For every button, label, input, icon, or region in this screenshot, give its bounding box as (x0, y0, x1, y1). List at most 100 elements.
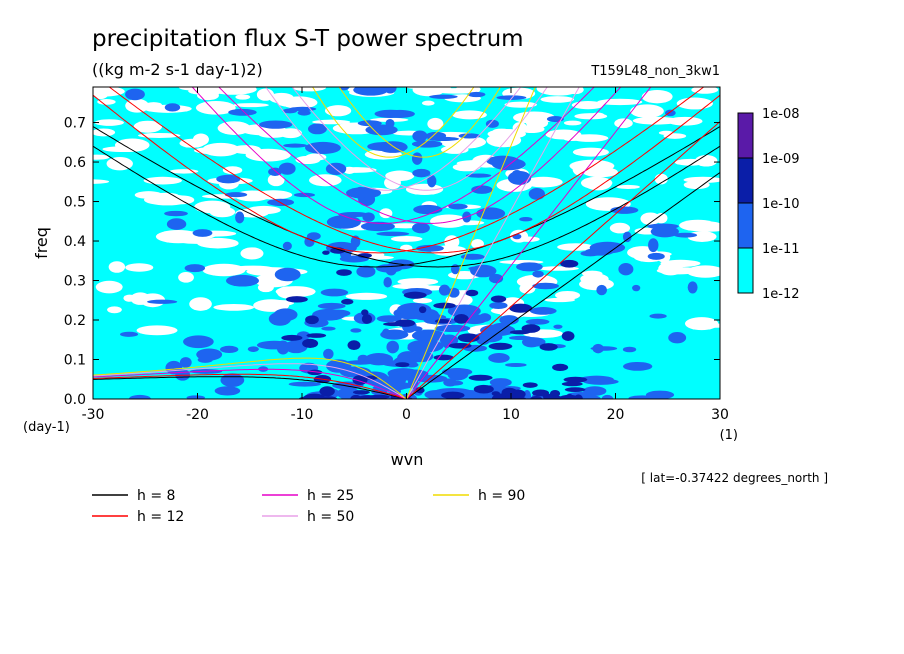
gravity-wave-curve (338, 87, 502, 158)
low-power-region (108, 261, 126, 273)
low-power-region (392, 283, 431, 290)
x-tick-label: -20 (186, 407, 209, 423)
gravity-wave-curve (93, 126, 720, 268)
high-power-region (457, 333, 480, 343)
high-power-region (510, 389, 526, 399)
low-power-region (544, 297, 576, 303)
rossby-wave-curve (93, 368, 407, 399)
mid-power-region (360, 221, 395, 232)
low-power-region (279, 128, 302, 139)
high-power-region (490, 295, 507, 303)
mid-power-region (529, 307, 557, 315)
mid-power-region (186, 395, 205, 399)
low-power-region (350, 167, 366, 172)
mid-power-region (471, 185, 493, 194)
low-power-region (614, 118, 633, 129)
high-power-region (418, 306, 427, 314)
high-power-region (473, 384, 494, 394)
mid-power-region (411, 140, 443, 148)
mid-power-region (532, 270, 544, 278)
mid-power-region (443, 378, 458, 387)
mid-power-region (164, 210, 188, 217)
colorbar-segment (737, 247, 754, 294)
low-power-region (584, 178, 612, 191)
low-power-region (152, 192, 180, 201)
legend-label: h = 25 (307, 488, 354, 504)
kelvin-wave-curve (406, 87, 652, 399)
mid-power-region (283, 143, 308, 148)
low-power-region (264, 299, 295, 306)
mid-power-region (376, 264, 403, 273)
high-power-region (465, 289, 479, 297)
mid-power-region (196, 348, 223, 361)
legend-label: h = 8 (137, 488, 175, 504)
mid-power-region (321, 326, 336, 331)
high-power-region (285, 296, 308, 303)
high-power-region (347, 340, 361, 351)
low-power-region (195, 101, 236, 115)
y-tick-label: 0.4 (64, 234, 86, 250)
low-power-region (540, 96, 575, 103)
mid-power-region (308, 123, 327, 135)
mid-power-region (166, 218, 187, 230)
mid-power-region (519, 216, 533, 222)
low-power-region (281, 96, 318, 109)
low-power-region (209, 206, 236, 218)
mid-power-region (427, 174, 437, 188)
mid-power-region (365, 124, 398, 136)
mid-power-region (478, 313, 492, 322)
mid-power-region (596, 284, 607, 296)
mid-power-region (367, 142, 402, 152)
low-power-region (632, 116, 680, 125)
high-power-region (560, 259, 579, 268)
colorbar-label: 1e-11 (762, 242, 800, 257)
mid-power-region (489, 301, 508, 309)
high-power-region (361, 314, 373, 324)
mid-power-region (411, 152, 423, 165)
y-tick-label: 0.0 (64, 392, 86, 408)
mid-power-region (312, 308, 346, 321)
high-power-region (522, 382, 538, 388)
mid-power-region (508, 335, 533, 340)
low-power-region (256, 88, 275, 101)
mid-power-region (183, 335, 214, 349)
mid-power-region (376, 315, 402, 323)
mid-power-region (429, 94, 458, 99)
low-power-region (324, 105, 352, 117)
high-power-region (302, 393, 327, 399)
mid-power-region (674, 232, 698, 238)
low-power-region (656, 267, 702, 275)
mid-power-region (220, 345, 239, 353)
y-tick-label: 0.7 (64, 116, 86, 132)
x-axis: -30 -20 -10 0 10 20 30 (82, 87, 729, 423)
mid-power-region (274, 267, 301, 282)
mid-power-region (476, 207, 506, 220)
mid-power-region (438, 284, 451, 296)
low-power-region (267, 173, 285, 187)
high-power-region (281, 334, 303, 341)
legend-label: h = 12 (137, 509, 184, 525)
kelvin-wave-curve (406, 87, 580, 399)
high-power-region (341, 298, 354, 305)
low-power-region (130, 292, 151, 305)
low-power-region (192, 133, 209, 146)
legend-label: h = 50 (307, 509, 354, 525)
mid-power-region (297, 110, 311, 116)
low-power-region (178, 272, 194, 283)
mid-power-region (592, 343, 604, 354)
high-power-region (357, 253, 373, 258)
mid-power-region (687, 281, 698, 294)
low-power-region (693, 221, 720, 231)
y-axis: 0.0 0.1 0.2 0.3 0.4 0.5 0.6 0.7 (64, 116, 720, 408)
y-tick-label: 0.1 (64, 353, 86, 369)
mid-power-region (467, 91, 486, 98)
low-power-region (630, 104, 664, 118)
low-power-region (125, 263, 154, 272)
high-power-region (564, 387, 586, 393)
low-power-region (309, 174, 342, 187)
low-power-region (232, 103, 269, 108)
low-power-region (557, 243, 595, 251)
colorbar-label: 1e-08 (762, 107, 800, 122)
mid-power-region (507, 170, 532, 185)
